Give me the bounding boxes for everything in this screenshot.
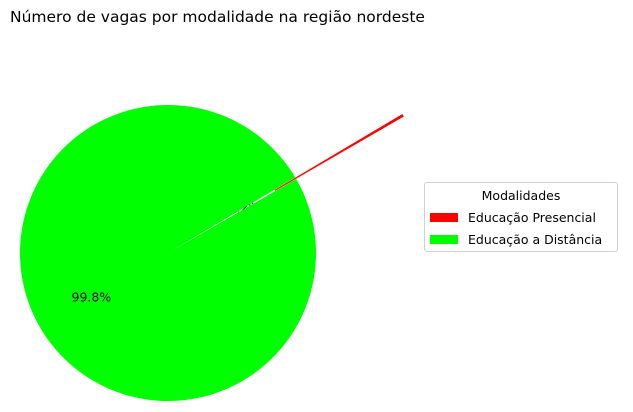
legend-swatch-presencial: [430, 212, 458, 222]
chart-title: Número de vagas por modalidade na região…: [10, 8, 425, 26]
legend: Modalidades Educação Presencial Educação…: [424, 182, 618, 252]
legend-swatch-distancia: [430, 234, 458, 244]
pie-label-distancia: 99.8%: [72, 289, 112, 304]
legend-label-distancia: Educação a Distância: [468, 231, 603, 247]
pie-slice-distancia: [20, 105, 317, 402]
legend-item-presencial: Educação Presencial: [430, 209, 596, 225]
legend-item-distancia: Educação a Distância: [430, 231, 602, 247]
legend-title: Modalidades: [481, 188, 561, 203]
pie-slice-presencial: [274, 114, 404, 191]
legend-label-presencial: Educação Presencial: [468, 209, 596, 225]
